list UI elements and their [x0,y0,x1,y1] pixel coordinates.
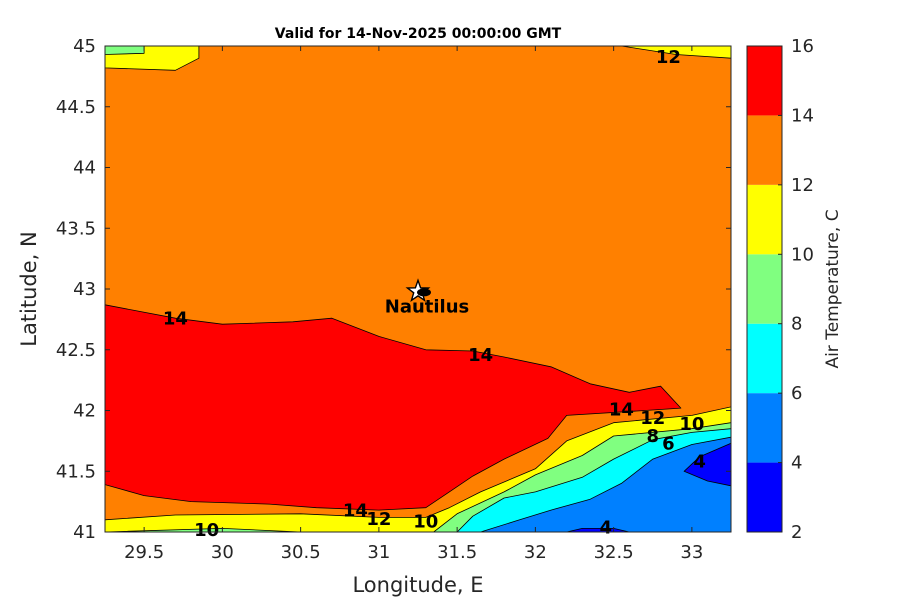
contour-region-2-10 [683,442,731,487]
contour-label: 10 [679,414,704,435]
contour-label: 14 [343,500,368,521]
ship-marker: Nautilus [385,278,470,317]
colorbar-label: Air Temperature, C [823,209,843,368]
colorbar-tick-label: 8 [791,314,802,335]
colorbar-block-4 [747,393,782,463]
y-tick-label: 45 [73,36,96,57]
contour-region-4-9 [480,436,731,532]
y-axis-label: Latitude, N [17,231,41,347]
colorbar-block-12 [747,115,782,185]
colorbar-block-2 [747,462,782,532]
colorbar-blocks [747,46,782,532]
y-tick-label: 41.5 [56,461,96,482]
contour-region-8-6 [105,46,145,55]
contour-label: 14 [468,345,493,366]
y-tick-label: 43 [73,279,96,300]
contour-label: 12 [640,408,665,429]
contour-label: 4 [693,452,706,473]
colorbar-frame [746,45,783,533]
contour-label: 8 [647,426,660,447]
colorbar-tick-label: 10 [791,244,814,265]
contour-label: 6 [662,434,675,455]
contour-label: 12 [656,47,681,68]
contour-label: 14 [609,400,634,421]
contour-region-10-3 [621,46,731,59]
chart-title: Valid for 14-Nov-2025 00:00:00 GMT [275,26,562,42]
x-tick-label: 32 [524,542,547,563]
x-tick-label: 30 [211,542,234,563]
contour-label: 14 [163,308,188,329]
contour-label: 10 [194,520,219,541]
colorbar-tick-label: 4 [791,453,802,474]
colorbar-tick-label: 14 [791,105,814,126]
contour-label: 4 [600,517,613,538]
colorbar-block-6 [747,323,782,394]
y-tick-label: 42.5 [56,340,96,361]
x-tick-label: 31.5 [437,542,477,563]
x-axis-ticks: 29.5 30 30.5 31 31.5 32 32.5 33 [124,46,703,563]
colorbar-tick-label: 6 [791,383,802,404]
y-tick-label: 44 [73,158,96,179]
x-axis-label: Longitude, E [352,573,483,597]
y-tick-label: 42 [73,401,96,422]
colorbar: 2 4 6 8 10 12 14 16 Air Temperature, C [746,36,843,543]
x-tick-label: 30.5 [281,542,321,563]
x-tick-label: 33 [680,542,703,563]
colorbar-tick-label: 16 [791,36,814,57]
colorbar-block-14 [747,46,782,116]
colorbar-ticks: 2 4 6 8 10 12 14 16 [778,36,814,543]
y-tick-label: 41 [73,522,96,543]
colorbar-block-10 [747,184,782,255]
x-tick-label: 31 [367,542,390,563]
x-tick-label: 32.5 [594,542,634,563]
y-tick-label: 44.5 [56,97,96,118]
contour-label: 12 [366,509,391,530]
colorbar-tick-label: 2 [791,522,802,543]
ship-label: Nautilus [385,296,470,317]
contour-region-8-5 [105,528,302,532]
contour-label: 10 [413,511,438,532]
colorbar-block-8 [747,254,782,324]
colorbar-tick-label: 12 [791,175,814,196]
ship-blob-icon [417,288,431,297]
y-tick-label: 43.5 [56,218,96,239]
contour-region-14-1 [105,304,682,511]
x-tick-label: 29.5 [124,542,164,563]
